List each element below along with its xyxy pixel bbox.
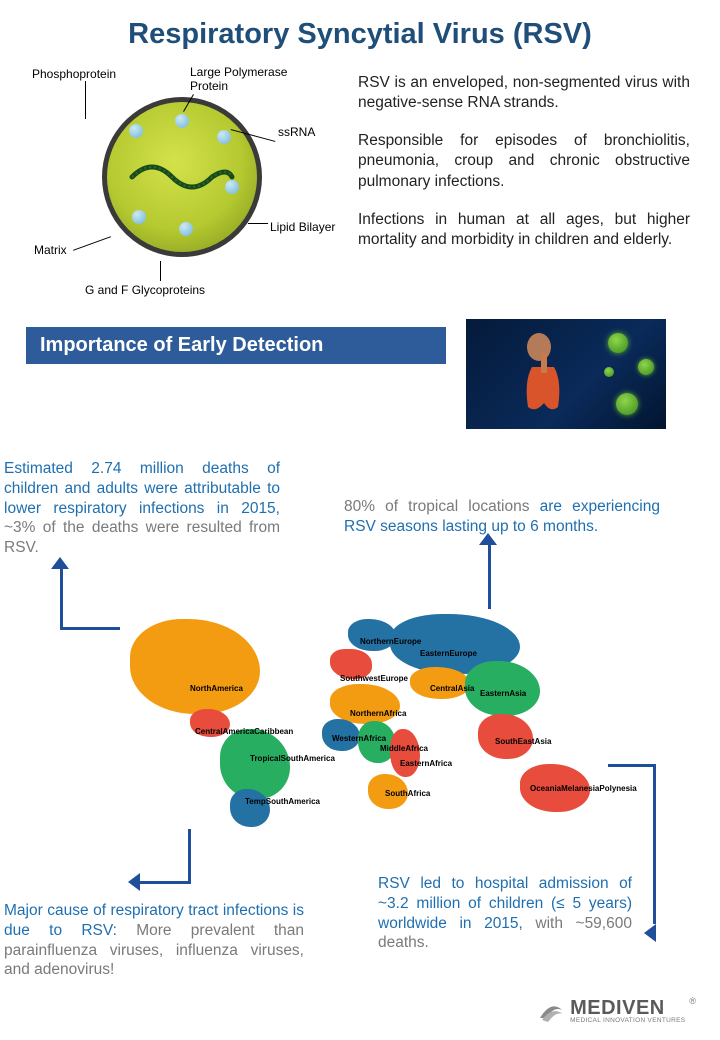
virus-particle-icon <box>616 393 638 415</box>
map-region-label: NorthernEurope <box>360 637 421 646</box>
intro-text: RSV is an enveloped, non-segmented virus… <box>358 65 690 305</box>
map-region-label: SouthEastAsia <box>495 737 551 746</box>
map-region-label: SouthAfrica <box>385 789 430 798</box>
map-region-label: OceaniaMelanesiaPolynesia <box>530 784 637 793</box>
virus-protein-dot <box>129 124 143 138</box>
virus-particle-icon <box>608 333 628 353</box>
page-title: Respiratory Syncytial Virus (RSV) <box>0 0 720 65</box>
intro-p1: RSV is an enveloped, non-segmented virus… <box>358 73 690 113</box>
map-region-label: MiddleAfrica <box>380 744 428 753</box>
fact-deaths-highlight: Estimated 2.74 million deaths of childre… <box>4 460 280 517</box>
virus-label-ssrna: ssRNA <box>278 125 315 139</box>
arrow-line <box>60 567 63 627</box>
map-region-label: WesternAfrica <box>332 734 386 743</box>
map-region-label: CentralAsia <box>430 684 474 693</box>
map-region-label: TempSouthAmerica <box>245 797 320 806</box>
arrow-line <box>188 829 191 881</box>
intro-row: Phosphoprotein Large Polymerase Protein … <box>0 65 720 305</box>
lungs-graphic <box>514 331 584 417</box>
lungs-image <box>466 319 666 429</box>
map-region <box>130 619 260 714</box>
virus-label-matrix: Matrix <box>34 243 67 257</box>
map-region-label: CentralAmericaCaribbean <box>195 727 293 736</box>
virus-protein-dot <box>179 222 193 236</box>
facts-area: Estimated 2.74 million deaths of childre… <box>0 429 720 989</box>
logo-text: MEDIVEN MEDICAL INNOVATION VENTURES <box>570 998 685 1025</box>
map-region <box>390 729 420 777</box>
map-region-label: EasternAfrica <box>400 759 452 768</box>
map-region-label: SouthwestEurope <box>340 674 408 683</box>
virus-protein-dot <box>175 114 189 128</box>
fact-deaths-detail: ~3% of the deaths were resulted from RSV… <box>4 519 280 556</box>
map-region <box>230 789 270 827</box>
virus-protein-dot <box>225 180 239 194</box>
fact-tropical-lead: 80% of tropical locations <box>344 498 540 515</box>
arrow-line <box>608 764 656 767</box>
arrow-line <box>60 627 120 630</box>
section-heading: Importance of Early Detection <box>26 327 446 364</box>
map-region-label: NorthAmerica <box>190 684 243 693</box>
virus-protein-dot <box>132 210 146 224</box>
map-region-label: TropicalSouthAmerica <box>250 754 335 763</box>
map-region <box>220 729 290 799</box>
fact-major-cause: Major cause of respiratory tract infecti… <box>4 901 304 980</box>
arrow-head-icon <box>644 924 656 942</box>
intro-p3: Infections in human at all ages, but hig… <box>358 210 690 250</box>
virus-label-glyco: G and F Glycoproteins <box>85 283 205 297</box>
virus-particle-icon <box>638 359 654 375</box>
logo-icon <box>536 996 566 1026</box>
virus-label-lipid: Lipid Bilayer <box>270 220 335 234</box>
arrow-head-icon <box>128 873 140 891</box>
logo-tagline: MEDICAL INNOVATION VENTURES <box>570 1018 685 1025</box>
logo-name: MEDIVEN <box>570 998 685 1018</box>
arrow-line <box>488 543 491 609</box>
fact-deaths: Estimated 2.74 million deaths of childre… <box>4 459 280 558</box>
arrow-line <box>140 881 191 884</box>
fact-tropical: 80% of tropical locations are experienci… <box>344 497 660 537</box>
arrow-line <box>653 764 656 924</box>
arrow-head-icon <box>479 533 497 545</box>
virus-label-phosphoprotein: Phosphoprotein <box>32 67 116 81</box>
map-region <box>410 667 470 699</box>
footer-logo: MEDIVEN MEDICAL INNOVATION VENTURES ® <box>536 996 696 1026</box>
logo-registered: ® <box>689 996 696 1006</box>
arrow-head-icon <box>51 557 69 569</box>
virus-protein-dot <box>217 130 231 144</box>
world-map: NorthAmerica CentralAmericaCaribbean Tropi… <box>100 579 610 829</box>
map-region-label: EasternAsia <box>480 689 526 698</box>
map-region <box>330 684 400 724</box>
section-row: Importance of Early Detection <box>0 327 720 429</box>
virus-rna-strand <box>127 152 237 202</box>
map-region-label: EasternEurope <box>420 649 477 658</box>
intro-p2: Responsible for episodes of bronchioliti… <box>358 131 690 191</box>
fact-hospital: RSV led to hospital admission of ~3.2 mi… <box>378 874 632 953</box>
virus-particle-icon <box>604 367 614 377</box>
virus-body <box>102 97 262 257</box>
map-region-label: NorthernAfrica <box>350 709 406 718</box>
map-region <box>348 619 396 651</box>
virus-diagram: Phosphoprotein Large Polymerase Protein … <box>30 65 340 305</box>
virus-label-polymerase: Large Polymerase Protein <box>190 65 287 93</box>
